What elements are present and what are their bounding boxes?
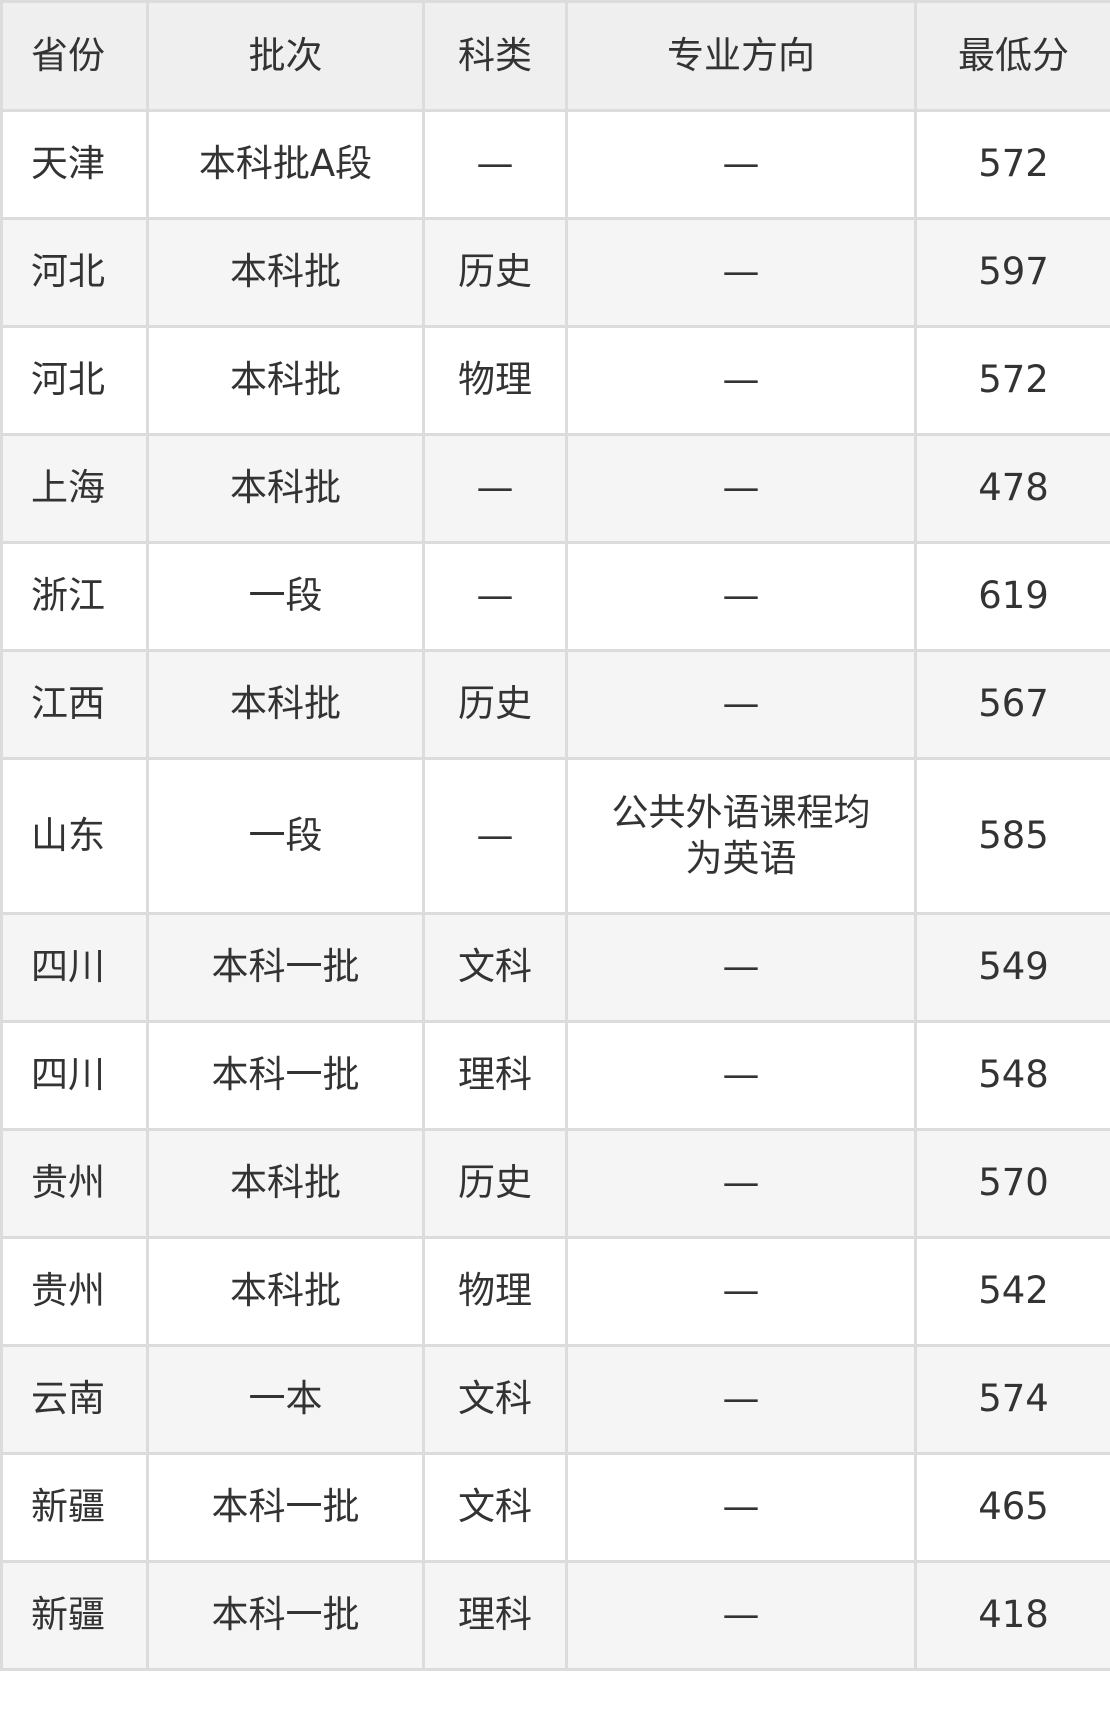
cell-province: 江西 xyxy=(0,649,149,760)
cell-batch: 本科批 xyxy=(146,1236,425,1347)
cell-province: 河北 xyxy=(0,325,149,436)
cell-subject: — xyxy=(422,757,568,915)
cell-batch: 本科批A段 xyxy=(146,109,425,220)
cell-province: 贵州 xyxy=(0,1128,149,1239)
cell-major: — xyxy=(565,1236,917,1347)
cell-min-score: 549 xyxy=(914,912,1110,1023)
cell-min-score: 418 xyxy=(914,1560,1110,1671)
cell-subject: — xyxy=(422,541,568,652)
table-row: 云南 一本 文科 —574 xyxy=(0,1344,1110,1455)
cell-batch: 本科一批 xyxy=(146,1020,425,1131)
cell-major: — xyxy=(565,217,917,328)
cell-min-score: 585 xyxy=(914,757,1110,915)
cell-subject: 文科 xyxy=(422,1344,568,1455)
cell-batch: 本科一批 xyxy=(146,1452,425,1563)
cell-major: — xyxy=(565,912,917,1023)
table-row: 四川 本科一批 理科 —548 xyxy=(0,1020,1110,1131)
cell-major: — xyxy=(565,1128,917,1239)
cell-batch: 一段 xyxy=(146,541,425,652)
cell-batch: 本科批 xyxy=(146,217,425,328)
cell-subject: 文科 xyxy=(422,1452,568,1563)
cell-batch: 一本 xyxy=(146,1344,425,1455)
cell-batch: 本科批 xyxy=(146,649,425,760)
cell-min-score: 548 xyxy=(914,1020,1110,1131)
header-min-score: 最低分 xyxy=(914,0,1110,112)
cell-province: 天津 xyxy=(0,109,149,220)
table-row: 新疆 本科一批 文科 —465 xyxy=(0,1452,1110,1563)
cell-min-score: 567 xyxy=(914,649,1110,760)
cell-subject: 历史 xyxy=(422,217,568,328)
cell-subject: 文科 xyxy=(422,912,568,1023)
cell-major: — xyxy=(565,1452,917,1563)
cell-province: 上海 xyxy=(0,433,149,544)
table-row: 江西 本科批 历史 —567 xyxy=(0,649,1110,760)
header-row: 省份 批次 科类 专业方向 最低分 xyxy=(0,0,1110,112)
header-province: 省份 xyxy=(0,0,149,112)
cell-province: 山东 xyxy=(0,757,149,915)
cell-subject: 物理 xyxy=(422,1236,568,1347)
header-subject: 科类 xyxy=(422,0,568,112)
cell-subject: 历史 xyxy=(422,1128,568,1239)
cell-subject: 物理 xyxy=(422,325,568,436)
cell-batch: 本科批 xyxy=(146,1128,425,1239)
cell-major: — xyxy=(565,541,917,652)
cell-province: 新疆 xyxy=(0,1560,149,1671)
cell-province: 河北 xyxy=(0,217,149,328)
table-row: 河北 本科批 历史 —597 xyxy=(0,217,1110,328)
cell-major: — xyxy=(565,109,917,220)
cell-province: 浙江 xyxy=(0,541,149,652)
table-row: 河北 本科批 物理 —572 xyxy=(0,325,1110,436)
table-row: 上海 本科批 — —478 xyxy=(0,433,1110,544)
table-row: 山东 一段 — 公共外语课程均为英语 585 xyxy=(0,757,1110,915)
cell-batch: 本科一批 xyxy=(146,912,425,1023)
cell-province: 新疆 xyxy=(0,1452,149,1563)
cell-min-score: 597 xyxy=(914,217,1110,328)
header-batch: 批次 xyxy=(146,0,425,112)
cell-batch: 一段 xyxy=(146,757,425,915)
cell-subject: 理科 xyxy=(422,1020,568,1131)
cell-subject: — xyxy=(422,109,568,220)
table-row: 天津 本科批A段 — —572 xyxy=(0,109,1110,220)
cell-min-score: 572 xyxy=(914,325,1110,436)
cell-min-score: 572 xyxy=(914,109,1110,220)
cell-min-score: 574 xyxy=(914,1344,1110,1455)
cell-major: — xyxy=(565,649,917,760)
table-row: 贵州 本科批 物理 —542 xyxy=(0,1236,1110,1347)
cell-province: 四川 xyxy=(0,1020,149,1131)
cell-min-score: 570 xyxy=(914,1128,1110,1239)
cell-min-score: 619 xyxy=(914,541,1110,652)
cell-province: 贵州 xyxy=(0,1236,149,1347)
cell-major: 公共外语课程均为英语 xyxy=(565,757,917,915)
cell-batch: 本科批 xyxy=(146,433,425,544)
cell-batch: 本科一批 xyxy=(146,1560,425,1671)
cell-subject: 理科 xyxy=(422,1560,568,1671)
table-row: 四川 本科一批 文科 —549 xyxy=(0,912,1110,1023)
cell-min-score: 542 xyxy=(914,1236,1110,1347)
cell-major: — xyxy=(565,1020,917,1131)
table-row: 新疆 本科一批 理科 —418 xyxy=(0,1560,1110,1671)
cell-batch: 本科批 xyxy=(146,325,425,436)
cell-min-score: 478 xyxy=(914,433,1110,544)
cell-province: 云南 xyxy=(0,1344,149,1455)
cell-major: — xyxy=(565,325,917,436)
cell-major: — xyxy=(565,1560,917,1671)
cell-major: — xyxy=(565,1344,917,1455)
score-table: 省份 批次 科类 专业方向 最低分 天津 本科批A段 — —572 河北 本科批 历史 —59… xyxy=(0,0,1110,1671)
table-row: 贵州 本科批 历史 —570 xyxy=(0,1128,1110,1239)
cell-province: 四川 xyxy=(0,912,149,1023)
cell-subject: 历史 xyxy=(422,649,568,760)
header-major: 专业方向 xyxy=(565,0,917,112)
table-row: 浙江 一段 — —619 xyxy=(0,541,1110,652)
cell-min-score: 465 xyxy=(914,1452,1110,1563)
cell-major: — xyxy=(565,433,917,544)
cell-subject: — xyxy=(422,433,568,544)
